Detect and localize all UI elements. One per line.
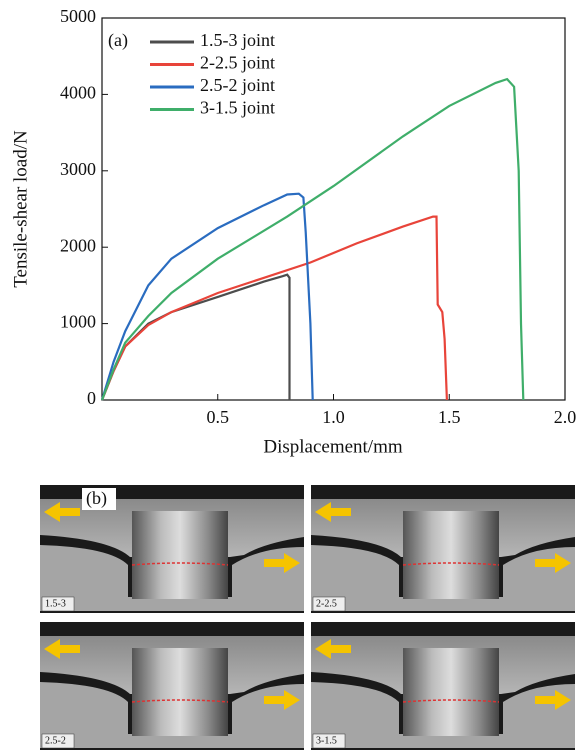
x-axis-label: Displacement/mm — [263, 436, 403, 457]
series-line — [100, 77, 525, 401]
image-label: 1.5-3 — [45, 598, 66, 609]
image-label-bg — [41, 733, 75, 749]
arrow-right — [535, 690, 571, 710]
joint-pin — [132, 511, 228, 599]
interface-line — [131, 562, 229, 566]
x-tick-label: 1.5 — [438, 407, 461, 427]
annotation: (a) — [108, 30, 128, 51]
legend-label: 2-2.5 joint — [200, 53, 275, 73]
x-tick-label: 0.5 — [207, 407, 230, 427]
lower-plate — [311, 682, 575, 748]
interface-line — [402, 562, 500, 566]
lower-plate — [40, 545, 304, 611]
joint-pin — [403, 511, 499, 599]
arrow-left — [44, 639, 80, 659]
joint-pin — [132, 648, 228, 736]
interface-line — [402, 699, 500, 703]
x-tick-label: 1.0 — [322, 407, 345, 427]
plot-frame — [101, 17, 566, 401]
y-tick-label: 1000 — [60, 312, 96, 332]
joint-pin — [403, 648, 499, 736]
arrow-left — [44, 502, 80, 522]
legend-label: 3-1.5 joint — [200, 98, 275, 118]
arrow-left — [315, 639, 351, 659]
y-tick-label: 2000 — [60, 235, 96, 255]
image-label-bg — [312, 733, 346, 749]
x-tick-label: 2.0 — [554, 407, 577, 427]
micrograph-panels: 1.5-3 2-2.5 2.5-2 3-1.5 (b) — [40, 485, 575, 750]
image-label: 2-2.5 — [316, 598, 337, 609]
image-label-bg — [312, 596, 346, 612]
lower-plate — [40, 682, 304, 748]
y-axis-label: Tensile-shear load/N — [10, 130, 31, 288]
image-label: 2.5-2 — [45, 735, 66, 746]
arrow-left — [315, 502, 351, 522]
legend-label: 1.5-3 joint — [200, 30, 275, 50]
series-line — [100, 215, 448, 401]
y-tick-label: 3000 — [60, 159, 96, 179]
image-label: 3-1.5 — [316, 735, 337, 746]
arrow-right — [264, 690, 300, 710]
interface-line — [131, 699, 229, 703]
legend-label: 2.5-2 joint — [200, 75, 275, 95]
image-label-bg — [41, 596, 75, 612]
series-line — [100, 192, 314, 401]
y-tick-label: 5000 — [60, 6, 96, 26]
panel-label-bg — [82, 488, 116, 510]
y-tick-label: 0 — [87, 388, 96, 408]
panel-label: (b) — [86, 488, 107, 509]
lower-plate — [311, 545, 575, 611]
y-tick-label: 4000 — [60, 83, 96, 103]
arrow-right — [535, 553, 571, 573]
arrow-right — [264, 553, 300, 573]
